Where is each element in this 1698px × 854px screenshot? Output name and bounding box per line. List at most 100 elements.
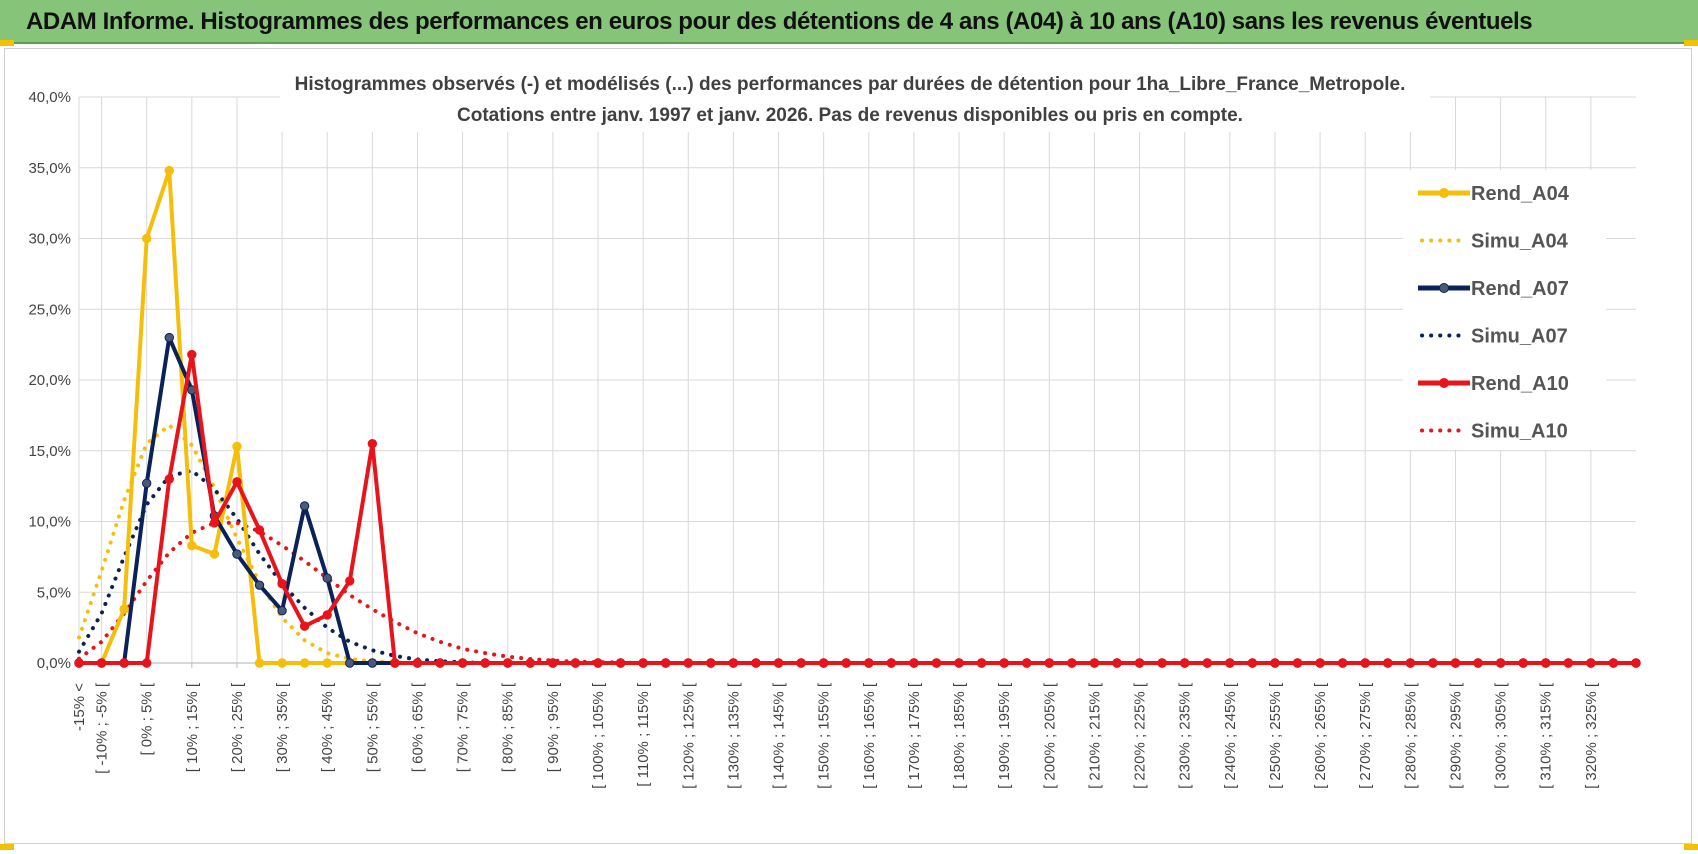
data-point-Rend_A10	[548, 658, 558, 668]
data-point-Rend_A10	[1225, 658, 1235, 668]
y-tick-label: 35,0%	[28, 160, 71, 177]
y-tick-label: 30,0%	[28, 231, 71, 248]
data-point-Rend_A04	[187, 540, 197, 551]
data-point-Rend_A07	[277, 605, 287, 616]
data-point-Rend_A07	[367, 658, 378, 668]
title-backdrop	[280, 68, 1430, 132]
y-axis: 0,0% 5,0% 10,0% 15,0% 20,0% 25,0% 30,0% 35,0% 40…	[28, 89, 71, 672]
data-point-Rend_A10	[1518, 658, 1528, 668]
x-tick-label: [ 240% ; 245% [	[1222, 682, 1239, 789]
data-point-Rend_A10	[1450, 658, 1461, 668]
series-line-Simu_A04	[77, 422, 1638, 665]
corner-mark-top-left	[0, 40, 14, 46]
legend-label-Simu_A07: Simu_A07	[1471, 326, 1568, 348]
legend-label-Rend_A10: Rend_A10	[1471, 373, 1569, 395]
data-point-Rend_A10	[841, 658, 851, 668]
data-point-Rend_A10	[74, 658, 84, 668]
data-point-Rend_A10	[1383, 658, 1393, 668]
series-line-Rend_A04	[79, 168, 1636, 665]
x-tick-label: [ 90% ; 95% [	[545, 682, 562, 772]
data-point-Rend_A10	[277, 579, 287, 589]
x-tick-label: [ 10% ; 15% [	[184, 682, 201, 772]
data-point-Rend_A10	[367, 438, 378, 449]
legend-label-Rend_A04: Rend_A04	[1471, 183, 1570, 205]
data-point-Rend_A10	[1067, 658, 1077, 668]
data-point-Rend_A04	[141, 233, 152, 244]
data-point-Rend_A10	[751, 658, 761, 668]
data-point-Rend_A10	[254, 525, 265, 535]
x-tick-label: [ 80% ; 85% [	[500, 682, 517, 772]
x-tick-label: [ 60% ; 65% [	[409, 682, 426, 772]
x-tick-label: [ 190% ; 195% [	[996, 682, 1013, 789]
data-point-Rend_A10	[1134, 658, 1145, 668]
data-point-Rend_A07	[345, 658, 355, 668]
x-tick-label: [ 210% ; 215% [	[1086, 682, 1103, 789]
data-point-Rend_A04	[254, 658, 265, 668]
legend: Rend_A04 Simu_A04 Rend_A07 Simu_A07 Rend_A10…	[1403, 170, 1606, 450]
data-point-Rend_A10	[322, 610, 332, 620]
x-tick-label: [ 130% ; 135% [	[725, 682, 742, 789]
x-axis: -15% < [ -10% ; -5% [[ 0% ; 5% [[ 10% ; 1…	[71, 662, 1636, 789]
data-point-Rend_A10	[683, 658, 693, 668]
corner-mark-top-right	[1684, 40, 1698, 46]
data-point-Rend_A10	[931, 658, 942, 668]
y-tick-label: 25,0%	[28, 301, 71, 318]
x-tick-label: [ 220% ; 225% [	[1132, 682, 1149, 789]
data-point-Rend_A10	[1089, 658, 1100, 668]
x-tick-label: [ 150% ; 155% [	[816, 682, 833, 789]
data-point-Rend_A07	[254, 580, 265, 590]
x-tick-label: [ -10% ; -5% [	[94, 682, 111, 774]
x-tick-label: -15% <	[71, 683, 88, 731]
series-line-Simu_A10	[77, 520, 1638, 665]
data-point-Rend_A10	[1473, 658, 1483, 668]
chart-title: Histogrammes observés (-) et modélisés (…	[295, 74, 1406, 95]
x-tick-label: [ 180% ; 185% [	[951, 682, 968, 789]
legend-label-Simu_A10: Simu_A10	[1471, 421, 1568, 443]
x-tick-label: [ 200% ; 205% [	[1041, 682, 1058, 789]
x-tick-label: [ 170% ; 175% [	[906, 682, 923, 789]
x-tick-label: [ 260% ; 265% [	[1312, 682, 1329, 789]
data-point-Rend_A10	[345, 576, 355, 586]
data-point-Rend_A10	[1202, 658, 1212, 668]
data-point-Rend_A10	[1292, 658, 1303, 668]
data-point-Rend_A10	[164, 474, 174, 484]
chart-subtitle: Cotations entre janv. 1997 et janv. 2026…	[457, 105, 1243, 126]
data-point-Rend_A10	[728, 658, 739, 668]
data-point-Rend_A10	[796, 658, 806, 668]
x-tick-label: [ 160% ; 165% [	[861, 682, 878, 789]
data-point-Rend_A10	[1586, 658, 1596, 668]
data-point-Rend_A10	[525, 658, 536, 668]
y-tick-label: 10,0%	[28, 514, 71, 531]
data-point-Rend_A10	[1541, 658, 1551, 668]
data-point-Rend_A10	[1495, 658, 1506, 668]
data-point-Rend_A10	[886, 658, 897, 668]
data-point-Rend_A10	[976, 658, 987, 668]
data-point-Rend_A10	[1631, 658, 1641, 668]
data-point-Rend_A10	[1270, 658, 1280, 668]
series	[74, 165, 1641, 668]
x-tick-label: [ 140% ; 145% [	[771, 682, 788, 789]
report-title: ADAM Informe. Histogrammes des performan…	[26, 8, 1533, 35]
data-point-Rend_A10	[864, 658, 874, 668]
x-tick-label: [ 290% ; 295% [	[1447, 682, 1464, 789]
data-point-Rend_A10	[1337, 658, 1348, 668]
data-point-Rend_A10	[1022, 658, 1032, 668]
data-point-Rend_A04	[164, 165, 174, 176]
data-point-Rend_A10	[1157, 658, 1167, 668]
data-point-Rend_A10	[818, 658, 829, 668]
x-tick-label: [ 110% ; 115% [	[635, 682, 652, 787]
report-banner: ADAM Informe. Histogrammes des performan…	[0, 0, 1698, 44]
y-tick-label: 5,0%	[37, 584, 71, 601]
legend-marker-Rend_A07	[1439, 283, 1449, 293]
data-point-Rend_A10	[480, 658, 490, 668]
x-tick-label: [ 70% ; 75% [	[455, 682, 472, 772]
data-point-Rend_A10	[412, 658, 423, 668]
data-point-Rend_A10	[909, 658, 919, 668]
data-point-Rend_A10	[187, 349, 197, 360]
data-point-Rend_A10	[1360, 658, 1370, 668]
data-point-Rend_A10	[638, 658, 648, 668]
data-point-Rend_A10	[390, 658, 400, 668]
data-point-Rend_A10	[96, 658, 107, 668]
grid	[78, 96, 1636, 664]
